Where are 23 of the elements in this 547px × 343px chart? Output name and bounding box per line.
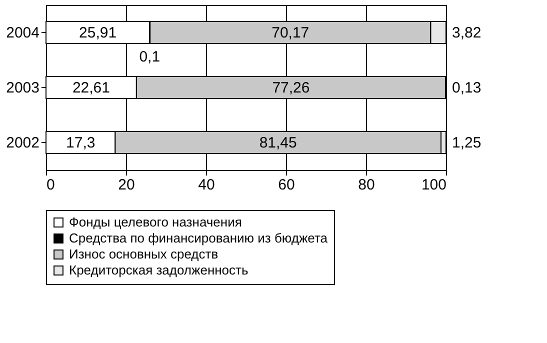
legend-label: Износ основных средств	[69, 246, 218, 262]
y-tick-label: 2003	[6, 80, 40, 96]
x-tick-label: 20	[118, 176, 135, 194]
legend-label: Кредиторская задолженность	[69, 262, 248, 278]
x-tick-label: 0	[46, 176, 55, 194]
data-label: 77,26	[272, 80, 310, 96]
data-label: 81,45	[259, 134, 297, 152]
data-label: 3,82	[452, 24, 482, 42]
x-tick-label: 100	[421, 176, 446, 194]
data-label: 1,25	[452, 134, 482, 152]
data-label: 0,1	[139, 48, 160, 66]
data-label: 25,91	[79, 24, 117, 42]
y-tick-label: 2002	[6, 134, 40, 152]
data-label: 70,17	[272, 24, 310, 42]
y-tick-label: 2004	[6, 24, 40, 42]
legend-label: Средства по финансированию из бюджета	[69, 230, 328, 246]
data-label: 0,13	[452, 80, 482, 96]
x-tick-label: 80	[358, 176, 375, 194]
data-label: 17,3	[66, 134, 96, 152]
x-tick-label: 40	[198, 176, 215, 194]
data-label: 22,61	[72, 80, 110, 96]
x-tick-label: 60	[278, 176, 295, 194]
legend-label: Фонды целевого назначения	[69, 214, 242, 230]
